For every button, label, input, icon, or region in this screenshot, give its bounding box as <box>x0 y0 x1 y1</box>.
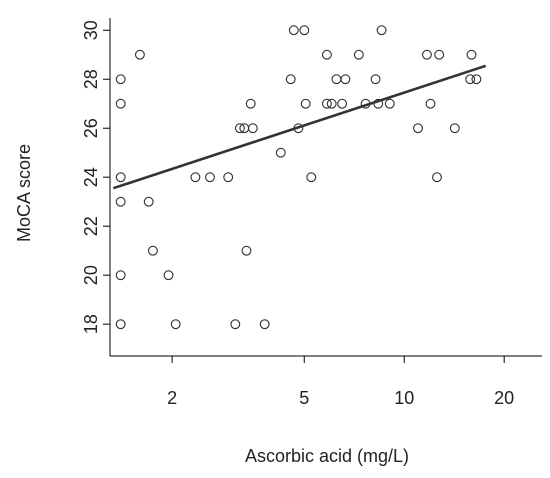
y-axis-label: MoCA score <box>14 144 34 242</box>
data-point <box>466 49 477 60</box>
data-point <box>337 98 348 109</box>
data-point <box>205 172 215 183</box>
regression-line <box>112 64 487 190</box>
data-point <box>259 319 270 330</box>
data-point <box>115 196 126 207</box>
axes: 18 20 22 24 26 28 30 2 5 10 20 <box>81 18 542 408</box>
data-point <box>115 270 126 281</box>
y-tick-label: 26 <box>81 118 101 138</box>
data-point <box>432 172 442 183</box>
y-tick-label: 18 <box>81 314 101 334</box>
data-point <box>353 49 364 60</box>
x-tick-label: 20 <box>494 388 514 408</box>
data-point <box>115 319 126 330</box>
data-point <box>321 98 332 109</box>
data-point <box>413 123 423 134</box>
data-point <box>449 123 460 134</box>
data-point <box>471 74 482 85</box>
data-point <box>247 123 258 134</box>
x-tick-label: 2 <box>167 388 177 408</box>
data-point <box>465 74 476 85</box>
y-tick-label: 24 <box>81 167 101 187</box>
y-tick-label: 20 <box>81 265 101 285</box>
x-tick-label: 5 <box>299 388 309 408</box>
data-point <box>306 172 317 183</box>
data-point <box>421 49 432 60</box>
data-point <box>299 25 310 36</box>
data-point <box>163 270 174 281</box>
data-points <box>115 25 482 330</box>
data-point <box>300 98 311 109</box>
x-tick-label: 10 <box>394 388 414 408</box>
data-point <box>234 123 245 134</box>
regression-line-group <box>112 64 487 190</box>
data-point <box>331 74 342 85</box>
data-point <box>376 25 387 36</box>
data-point <box>190 172 201 183</box>
y-tick-label: 30 <box>81 20 101 40</box>
data-point <box>288 25 299 36</box>
data-point <box>321 49 332 60</box>
x-axis-label: Ascorbic acid (mg/L) <box>245 446 409 466</box>
data-point <box>223 172 234 183</box>
y-tick-label: 28 <box>81 69 101 89</box>
data-point <box>147 245 158 256</box>
data-point <box>170 319 181 330</box>
data-point <box>340 74 351 85</box>
data-point <box>285 74 296 85</box>
y-tick-label: 22 <box>81 216 101 236</box>
data-point <box>370 74 381 85</box>
data-point <box>115 172 126 183</box>
data-point <box>134 49 145 60</box>
data-point <box>115 74 126 85</box>
data-point <box>143 196 154 207</box>
data-point <box>326 98 337 109</box>
data-point <box>245 98 256 109</box>
data-point <box>230 319 241 330</box>
data-point <box>115 98 126 109</box>
data-point <box>241 245 252 256</box>
data-point <box>384 98 395 109</box>
data-point <box>434 49 445 60</box>
data-point <box>275 147 286 158</box>
data-point <box>425 98 436 109</box>
